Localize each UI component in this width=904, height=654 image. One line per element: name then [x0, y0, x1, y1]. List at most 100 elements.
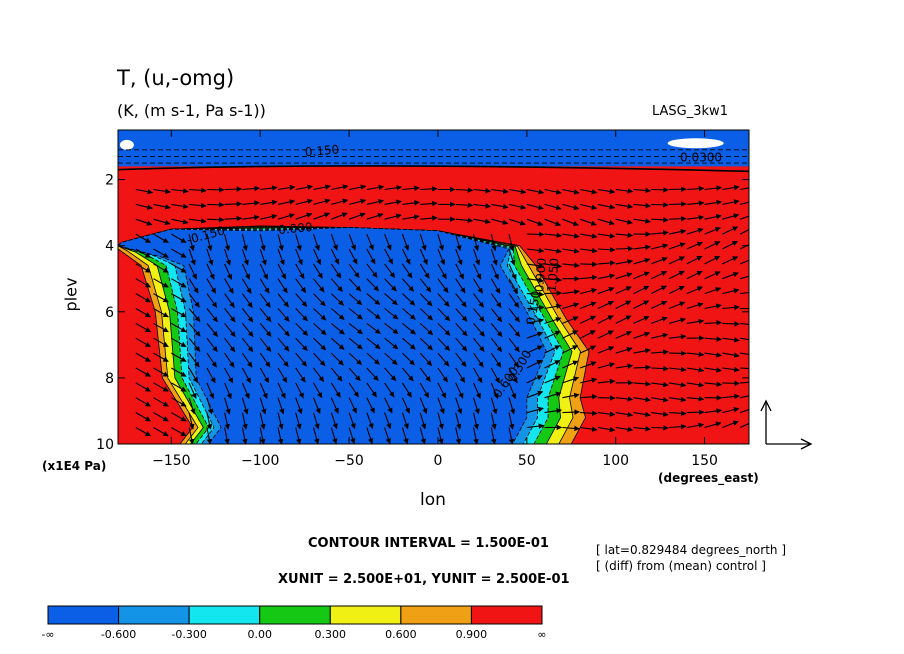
wind-vector: [135, 397, 151, 407]
wind-vector: [455, 323, 468, 337]
wind-vector: [135, 293, 151, 303]
wind-vector: [490, 397, 498, 415]
wind-vector: [722, 184, 740, 191]
wind-vector: [437, 382, 447, 399]
chart-title: T, (u,-omg): [117, 66, 235, 90]
wind-vector: [544, 317, 562, 324]
wind-vector: [348, 308, 363, 320]
wind-vector: [579, 330, 596, 339]
wind-vector: [419, 248, 428, 266]
wind-vector: [241, 308, 254, 323]
wind-vector: [330, 293, 344, 306]
wind-vector: [544, 248, 562, 254]
wind-vector: [686, 382, 705, 388]
wind-vector: [384, 337, 399, 350]
wind-vector: [526, 247, 545, 254]
wind-vector: [526, 390, 544, 399]
wind-vector: [562, 289, 580, 295]
wind-vector: [722, 199, 740, 205]
wind-vector: [242, 185, 260, 192]
wind-vector: [633, 218, 651, 224]
wind-vector: [704, 381, 723, 387]
wind-vector: [206, 412, 213, 430]
wind-vector: [455, 293, 467, 308]
wind-vector: [419, 233, 427, 251]
wind-vector: [508, 323, 521, 338]
wind-vector: [295, 263, 305, 280]
wind-vector: [704, 336, 723, 342]
wind-vector: [597, 426, 616, 433]
wind-vector: [188, 412, 195, 430]
contour-label: 0.900: [532, 257, 549, 292]
wind-vector: [651, 243, 669, 250]
wind-vector: [402, 185, 420, 192]
wind-vector: [384, 352, 398, 366]
wind-vector: [384, 412, 392, 430]
wind-vector: [402, 200, 420, 206]
wind-vector: [722, 304, 740, 311]
wind-vector: [331, 184, 349, 191]
wind-vector: [562, 376, 580, 384]
wind-vector: [633, 285, 650, 295]
colorbar-label: ∞: [537, 628, 546, 641]
wind-vector: [224, 263, 233, 280]
wind-vector: [295, 412, 302, 430]
wind-vector: [579, 345, 597, 354]
wind-vector: [651, 202, 669, 208]
wind-vector: [739, 187, 749, 191]
wind-vector: [597, 260, 616, 266]
wind-vector: [651, 365, 669, 372]
wind-vector: [277, 427, 284, 444]
contour-label: 0.000: [278, 220, 313, 237]
wind-vector: [508, 233, 515, 252]
wind-vector: [508, 263, 517, 280]
wind-vector: [704, 227, 721, 235]
wind-vector: [295, 278, 307, 293]
wind-vector: [224, 323, 236, 338]
wind-vector: [615, 363, 634, 369]
wind-vector: [135, 278, 151, 288]
colorbar-swatch: [259, 605, 331, 625]
wind-vector: [384, 382, 395, 398]
wind-vector: [402, 308, 416, 320]
wind-vector: [171, 203, 189, 209]
wind-vector: [615, 259, 633, 265]
wind-vector: [402, 352, 415, 366]
wind-vector: [384, 293, 398, 306]
wind-vector: [508, 203, 527, 210]
wind-vector: [153, 337, 169, 348]
wind-vector: [526, 263, 545, 269]
wind-vector: [313, 278, 325, 293]
wind-vector: [312, 427, 320, 444]
wind-vector: [668, 242, 686, 250]
wind-vector: [171, 188, 189, 194]
wind-vector: [739, 395, 749, 399]
wind-vector: [455, 337, 468, 352]
wind-vector: [206, 216, 225, 223]
wind-vector: [633, 426, 651, 432]
wind-vector: [259, 427, 266, 444]
wind-vector: [633, 244, 651, 251]
wind-vector: [331, 198, 349, 205]
wind-vector: [615, 315, 632, 324]
wind-vector: [722, 352, 740, 358]
wind-vector: [651, 396, 669, 403]
wind-vector: [526, 375, 543, 384]
wind-vector: [722, 213, 740, 220]
wind-vector: [597, 362, 615, 369]
wind-vector: [135, 412, 151, 422]
wind-vector: [241, 352, 253, 368]
wind-vector: [633, 257, 651, 265]
wind-vector: [580, 247, 598, 254]
wind-vector: [455, 278, 466, 294]
wind-vector: [668, 317, 686, 324]
wind-vector: [455, 352, 467, 368]
wind-vector: [739, 229, 749, 235]
wind-vector: [188, 233, 195, 252]
wind-vector: [135, 233, 151, 244]
wind-vector: [437, 397, 445, 415]
wind-vector: [562, 409, 580, 415]
wind-vector: [544, 345, 561, 354]
wind-vector: [295, 352, 308, 367]
